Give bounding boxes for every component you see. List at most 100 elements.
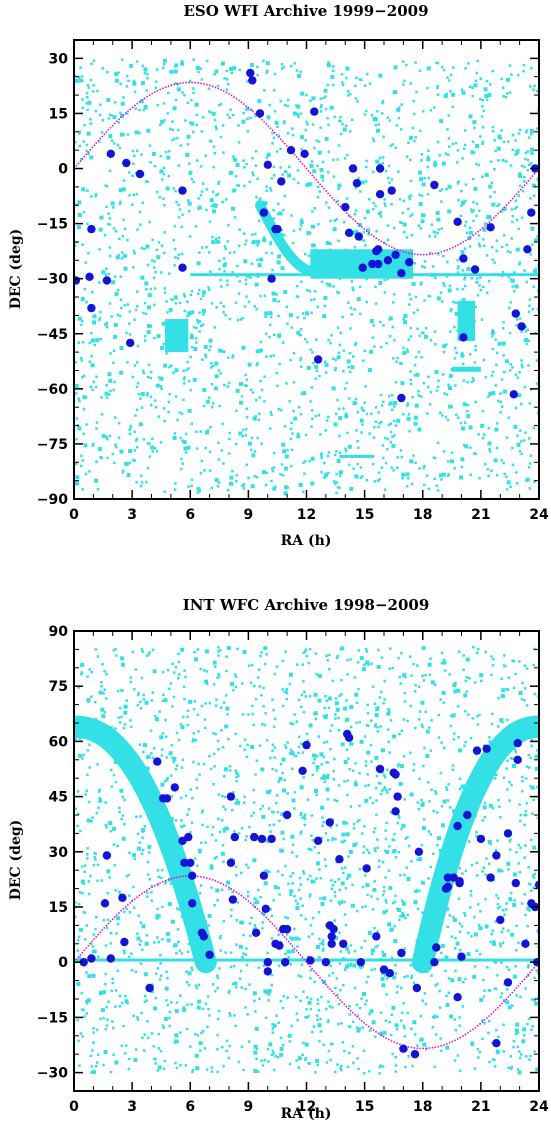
target-point xyxy=(273,224,282,234)
target-point xyxy=(120,937,129,947)
target-point xyxy=(397,269,406,278)
target-point xyxy=(521,939,530,948)
target-point xyxy=(248,76,257,85)
x-axis-label: RA (h) xyxy=(281,1106,332,1122)
target-point xyxy=(327,939,336,948)
target-point xyxy=(344,733,354,742)
target-point xyxy=(226,792,236,801)
target-point xyxy=(393,792,402,801)
target-point xyxy=(205,950,214,959)
target-point xyxy=(267,274,276,283)
target-point xyxy=(186,858,195,867)
observation-footprints xyxy=(74,58,539,496)
y-tick-label: 0 xyxy=(58,955,68,971)
y-tick-label: −30 xyxy=(37,1066,68,1082)
target-point xyxy=(327,932,336,941)
x-tick-label: 24 xyxy=(529,507,549,523)
target-point xyxy=(368,259,377,269)
target-point xyxy=(391,807,400,816)
target-point xyxy=(162,794,172,803)
target-point xyxy=(453,993,462,1002)
target-point xyxy=(102,851,112,860)
target-point xyxy=(358,263,367,272)
target-point xyxy=(383,256,393,265)
target-point xyxy=(344,228,354,237)
target-point xyxy=(486,873,495,882)
target-point xyxy=(87,954,96,963)
target-point xyxy=(513,755,522,764)
target-point xyxy=(313,836,323,845)
target-point xyxy=(302,740,311,750)
target-point xyxy=(397,393,406,403)
target-point xyxy=(188,899,197,908)
target-point xyxy=(251,928,261,937)
target-point xyxy=(492,1039,501,1048)
target-point xyxy=(184,832,193,842)
y-tick-label: −30 xyxy=(37,272,68,288)
target-point xyxy=(430,180,439,190)
target-point xyxy=(282,810,292,820)
target-point xyxy=(106,954,116,963)
x-axis-label: RA (h) xyxy=(281,533,332,549)
y-tick-label: 30 xyxy=(49,845,69,861)
target-point xyxy=(375,190,385,199)
target-point xyxy=(470,265,480,274)
y-tick-label: 60 xyxy=(49,734,69,750)
target-point xyxy=(250,832,259,842)
target-point xyxy=(259,208,269,217)
target-point xyxy=(170,783,179,792)
target-point xyxy=(492,851,501,860)
y-tick-label: 45 xyxy=(49,790,68,806)
target-point xyxy=(102,276,112,285)
target-point xyxy=(534,880,539,890)
y-tick-label: 30 xyxy=(49,51,69,67)
target-point xyxy=(356,958,365,967)
target-point xyxy=(228,895,238,904)
x-tick-label: 12 xyxy=(297,1099,316,1115)
target-point xyxy=(455,877,464,886)
target-point xyxy=(397,948,406,958)
target-point xyxy=(313,355,323,364)
target-point xyxy=(257,834,267,844)
target-point xyxy=(453,217,462,226)
target-point xyxy=(457,952,466,961)
target-point xyxy=(106,149,116,158)
target-point xyxy=(263,958,272,967)
x-tick-label: 0 xyxy=(69,1099,79,1115)
plot-area xyxy=(74,645,539,1075)
target-point xyxy=(255,109,265,118)
y-tick-label: 75 xyxy=(49,679,68,695)
y-tick-label: 0 xyxy=(58,162,68,178)
target-point xyxy=(277,177,286,186)
target-point xyxy=(513,739,522,748)
target-point xyxy=(432,943,441,952)
target-point xyxy=(300,149,309,158)
x-tick-label: 12 xyxy=(297,507,316,523)
observation-footprints xyxy=(74,645,539,1075)
target-point xyxy=(325,818,334,827)
x-tick-label: 6 xyxy=(185,1099,195,1115)
target-point xyxy=(375,764,385,774)
y-tick-label: −60 xyxy=(37,382,68,398)
target-point xyxy=(482,744,491,753)
target-point xyxy=(348,164,358,173)
y-tick-label: −45 xyxy=(37,327,68,343)
target-point xyxy=(259,871,269,880)
target-point xyxy=(385,969,394,978)
target-point xyxy=(511,309,520,318)
target-point xyxy=(286,146,296,155)
target-point xyxy=(126,338,135,348)
target-point xyxy=(261,904,270,913)
y-tick-label: −15 xyxy=(37,1010,68,1026)
target-point xyxy=(87,224,96,234)
plot-area xyxy=(74,58,539,496)
chart-panel-eso-wfi: ESO WFI Archive 1999−2009 0 3 6 9 12 15 18 21 24… xyxy=(8,2,549,549)
target-point xyxy=(339,939,348,948)
target-point xyxy=(463,810,472,820)
target-point xyxy=(410,1050,420,1059)
x-tick-label: 0 xyxy=(69,507,79,523)
x-tick-label: 3 xyxy=(127,1099,137,1115)
x-tick-label: 24 xyxy=(529,1099,549,1115)
target-point xyxy=(246,68,255,78)
